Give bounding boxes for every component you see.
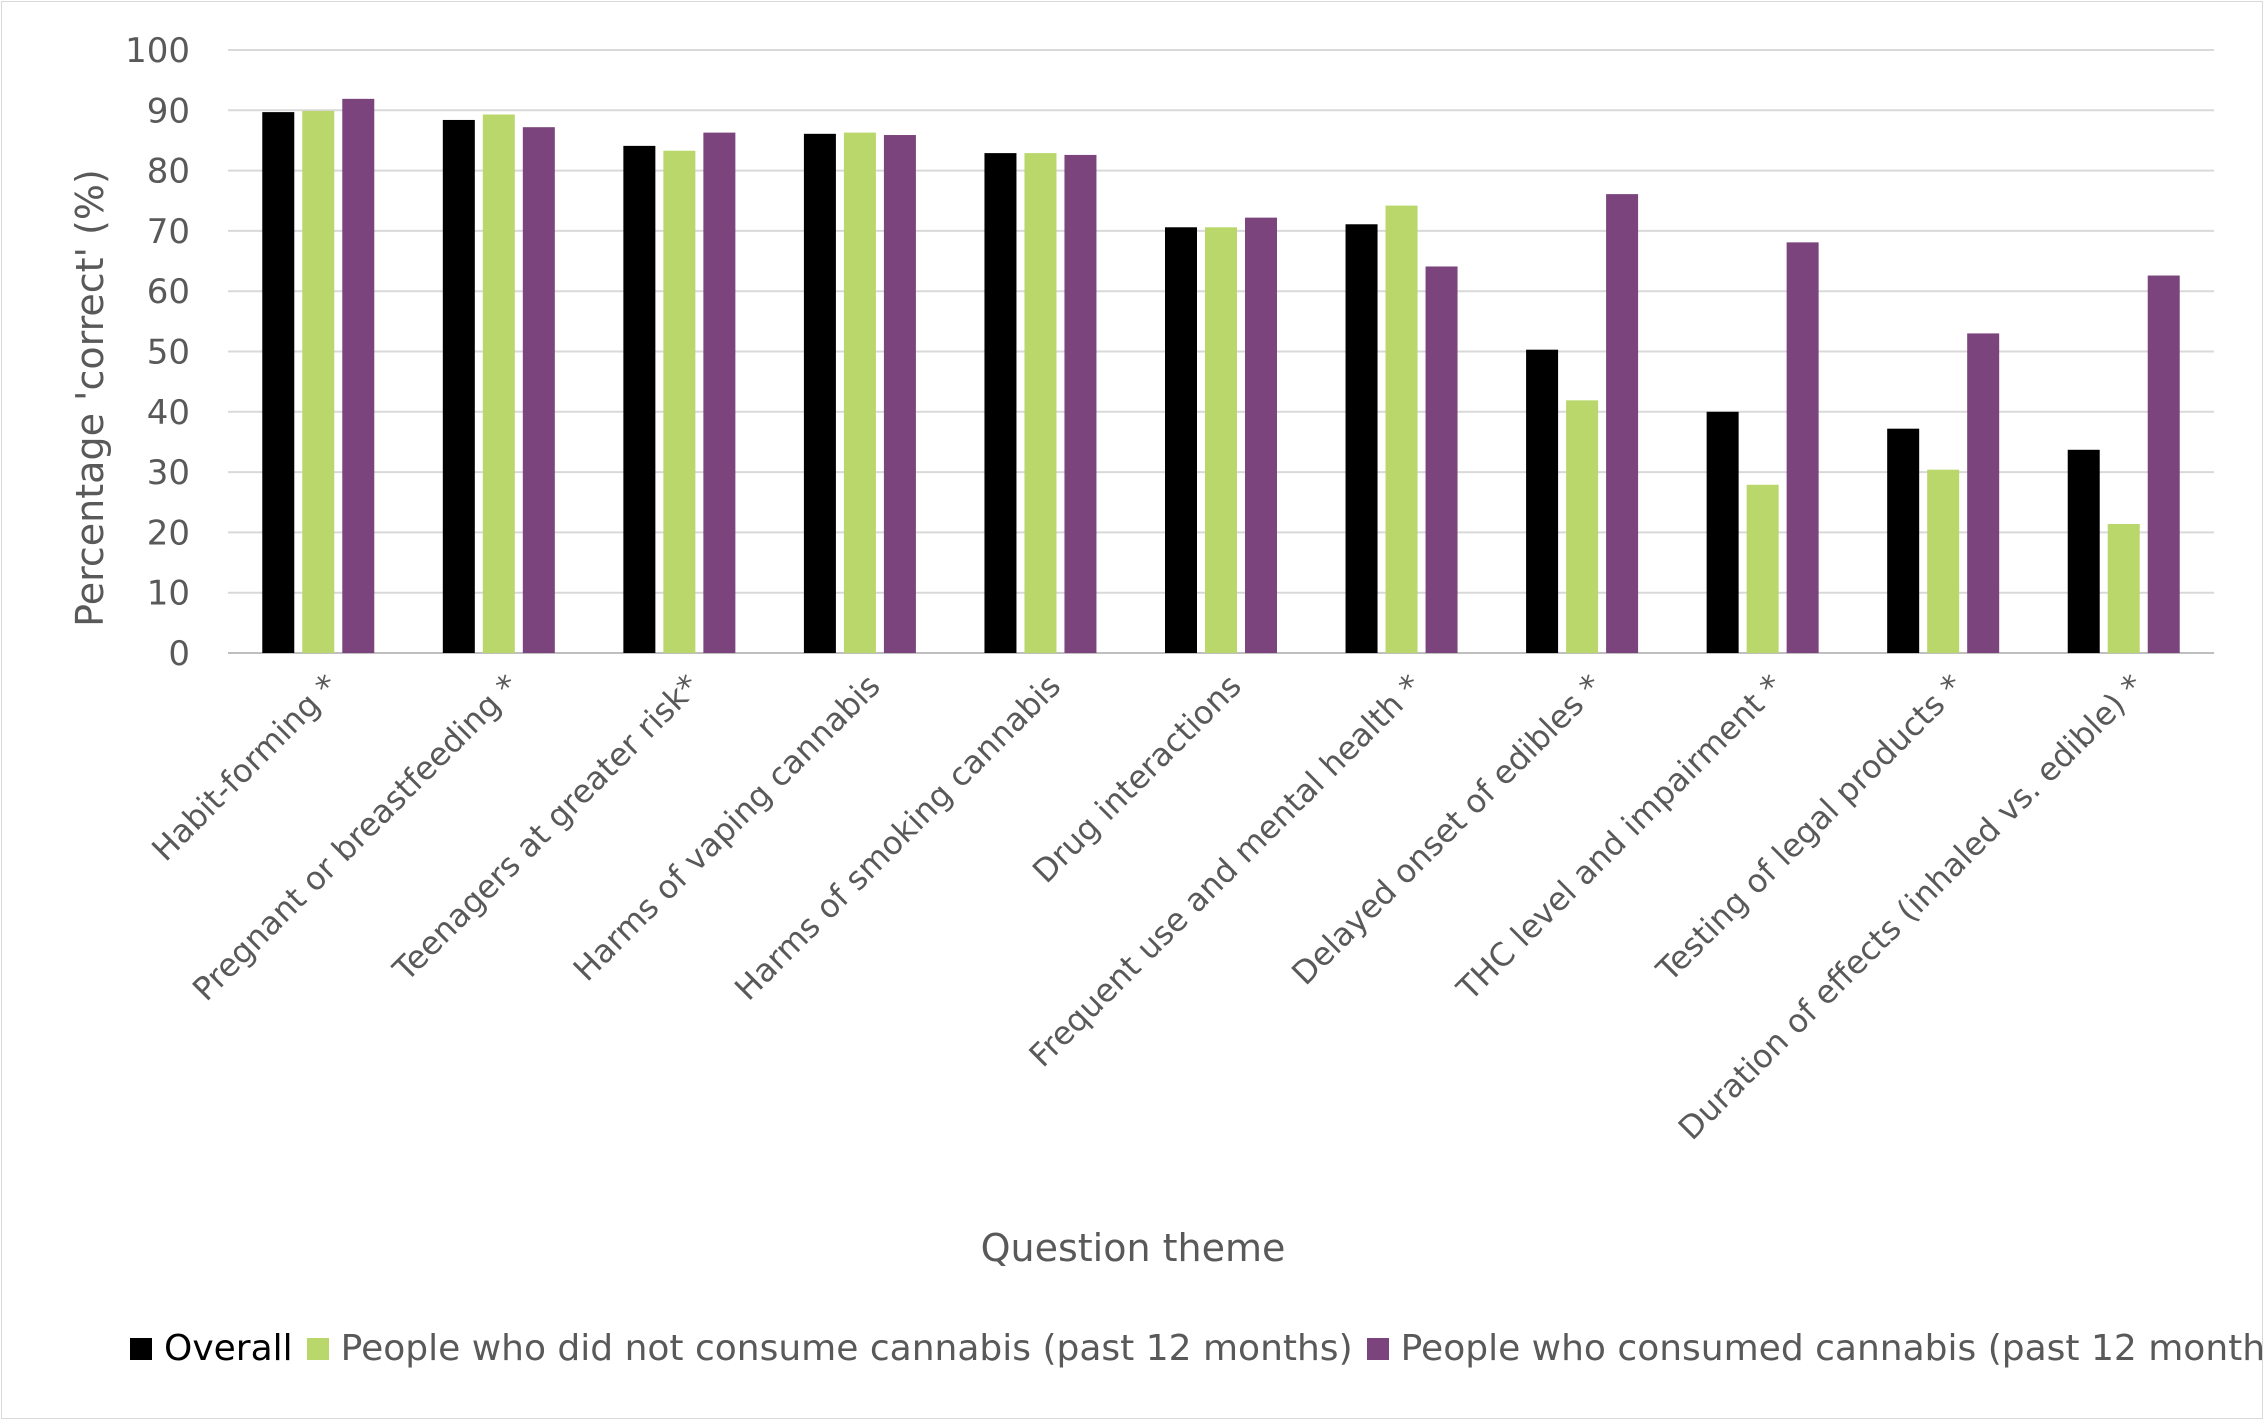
bar — [1245, 217, 1277, 653]
bar — [1205, 227, 1237, 654]
legend-swatch-consumers — [1366, 1337, 1389, 1360]
bar — [1746, 484, 1779, 653]
bar — [2067, 449, 2100, 653]
legend-label-non-consumers: People who did not consume cannabis (pas… — [340, 1328, 1353, 1369]
bar — [883, 135, 916, 653]
x-tick-label: Frequent use and mental health * — [1022, 667, 1430, 1075]
bar — [1606, 194, 1639, 653]
bar — [1425, 266, 1458, 653]
bar — [623, 145, 656, 653]
x-tick-label: Habit-forming * — [144, 667, 346, 869]
bar — [1064, 154, 1097, 653]
x-tick-label: Delayed onset of edibles * — [1284, 667, 1610, 993]
bar — [262, 112, 295, 653]
bar — [663, 150, 696, 654]
x-tick-label: THC level and impairment * — [1449, 667, 1791, 1009]
bar — [442, 119, 475, 653]
y-axis-ticks: 0 10 20 30 40 50 60 70 80 90 100 — [125, 31, 190, 674]
bar — [1706, 411, 1739, 653]
legend-label-consumers: People who consumed cannabis (past 12 mo… — [1400, 1328, 2266, 1369]
bar — [1345, 224, 1378, 653]
y-tick-label: 60 — [147, 272, 190, 312]
legend-item-overall: Overall — [130, 1328, 293, 1369]
bar — [342, 98, 375, 653]
x-tick-label: Teenagers at greater risk* — [385, 667, 707, 989]
bar — [2107, 523, 2140, 653]
y-tick-label: 90 — [147, 91, 190, 131]
y-tick-label: 30 — [147, 453, 190, 493]
y-tick-label: 70 — [147, 212, 190, 252]
y-tick-label: 40 — [147, 393, 190, 433]
legend-swatch-non-consumers — [306, 1337, 329, 1360]
y-tick-label: 10 — [147, 574, 190, 614]
bar — [1786, 242, 1819, 653]
legend-item-non-consumers: People who did not consume cannabis (pas… — [306, 1328, 1353, 1369]
y-tick-label: 100 — [125, 31, 190, 71]
bar — [1887, 428, 1920, 653]
y-axis-title: Percentage 'correct' (%) — [68, 169, 112, 627]
bars — [262, 98, 2180, 654]
x-axis-ticks: Habit-forming *Pregnant or breastfeeding… — [144, 667, 2151, 1148]
x-tick-label: Testing of legal products * — [1648, 667, 1971, 990]
bar — [522, 127, 555, 653]
bar — [1165, 227, 1197, 654]
bar — [803, 133, 836, 653]
legend-swatch-overall — [130, 1337, 152, 1360]
bar — [703, 132, 736, 654]
bar — [843, 132, 876, 654]
bar — [1927, 469, 1960, 653]
legend-label-overall: Overall — [164, 1328, 293, 1369]
bar — [1526, 349, 1559, 653]
y-tick-label: 50 — [147, 333, 190, 373]
y-tick-label: 80 — [147, 152, 190, 192]
bar — [482, 114, 515, 653]
gridlines — [228, 49, 2214, 654]
legend-item-consumers: People who consumed cannabis (past 12 mo… — [1366, 1328, 2266, 1369]
bar — [1967, 333, 2000, 653]
x-axis-title: Question theme — [980, 1226, 1286, 1270]
legend: Overall People who did not consume canna… — [130, 1328, 2266, 1369]
y-tick-label: 20 — [147, 513, 190, 553]
bar — [984, 153, 1017, 653]
x-tick-label: Harms of vaping cannabis — [566, 667, 888, 989]
bar — [302, 110, 335, 653]
x-tick-label: Harms of smoking cannabis — [727, 667, 1068, 1008]
bar — [1566, 400, 1599, 653]
x-tick-label: Pregnant or breastfeeding * — [185, 667, 526, 1008]
bar — [1024, 153, 1057, 653]
bar — [2147, 275, 2180, 653]
y-tick-label: 0 — [168, 634, 190, 674]
bar — [1385, 205, 1418, 653]
